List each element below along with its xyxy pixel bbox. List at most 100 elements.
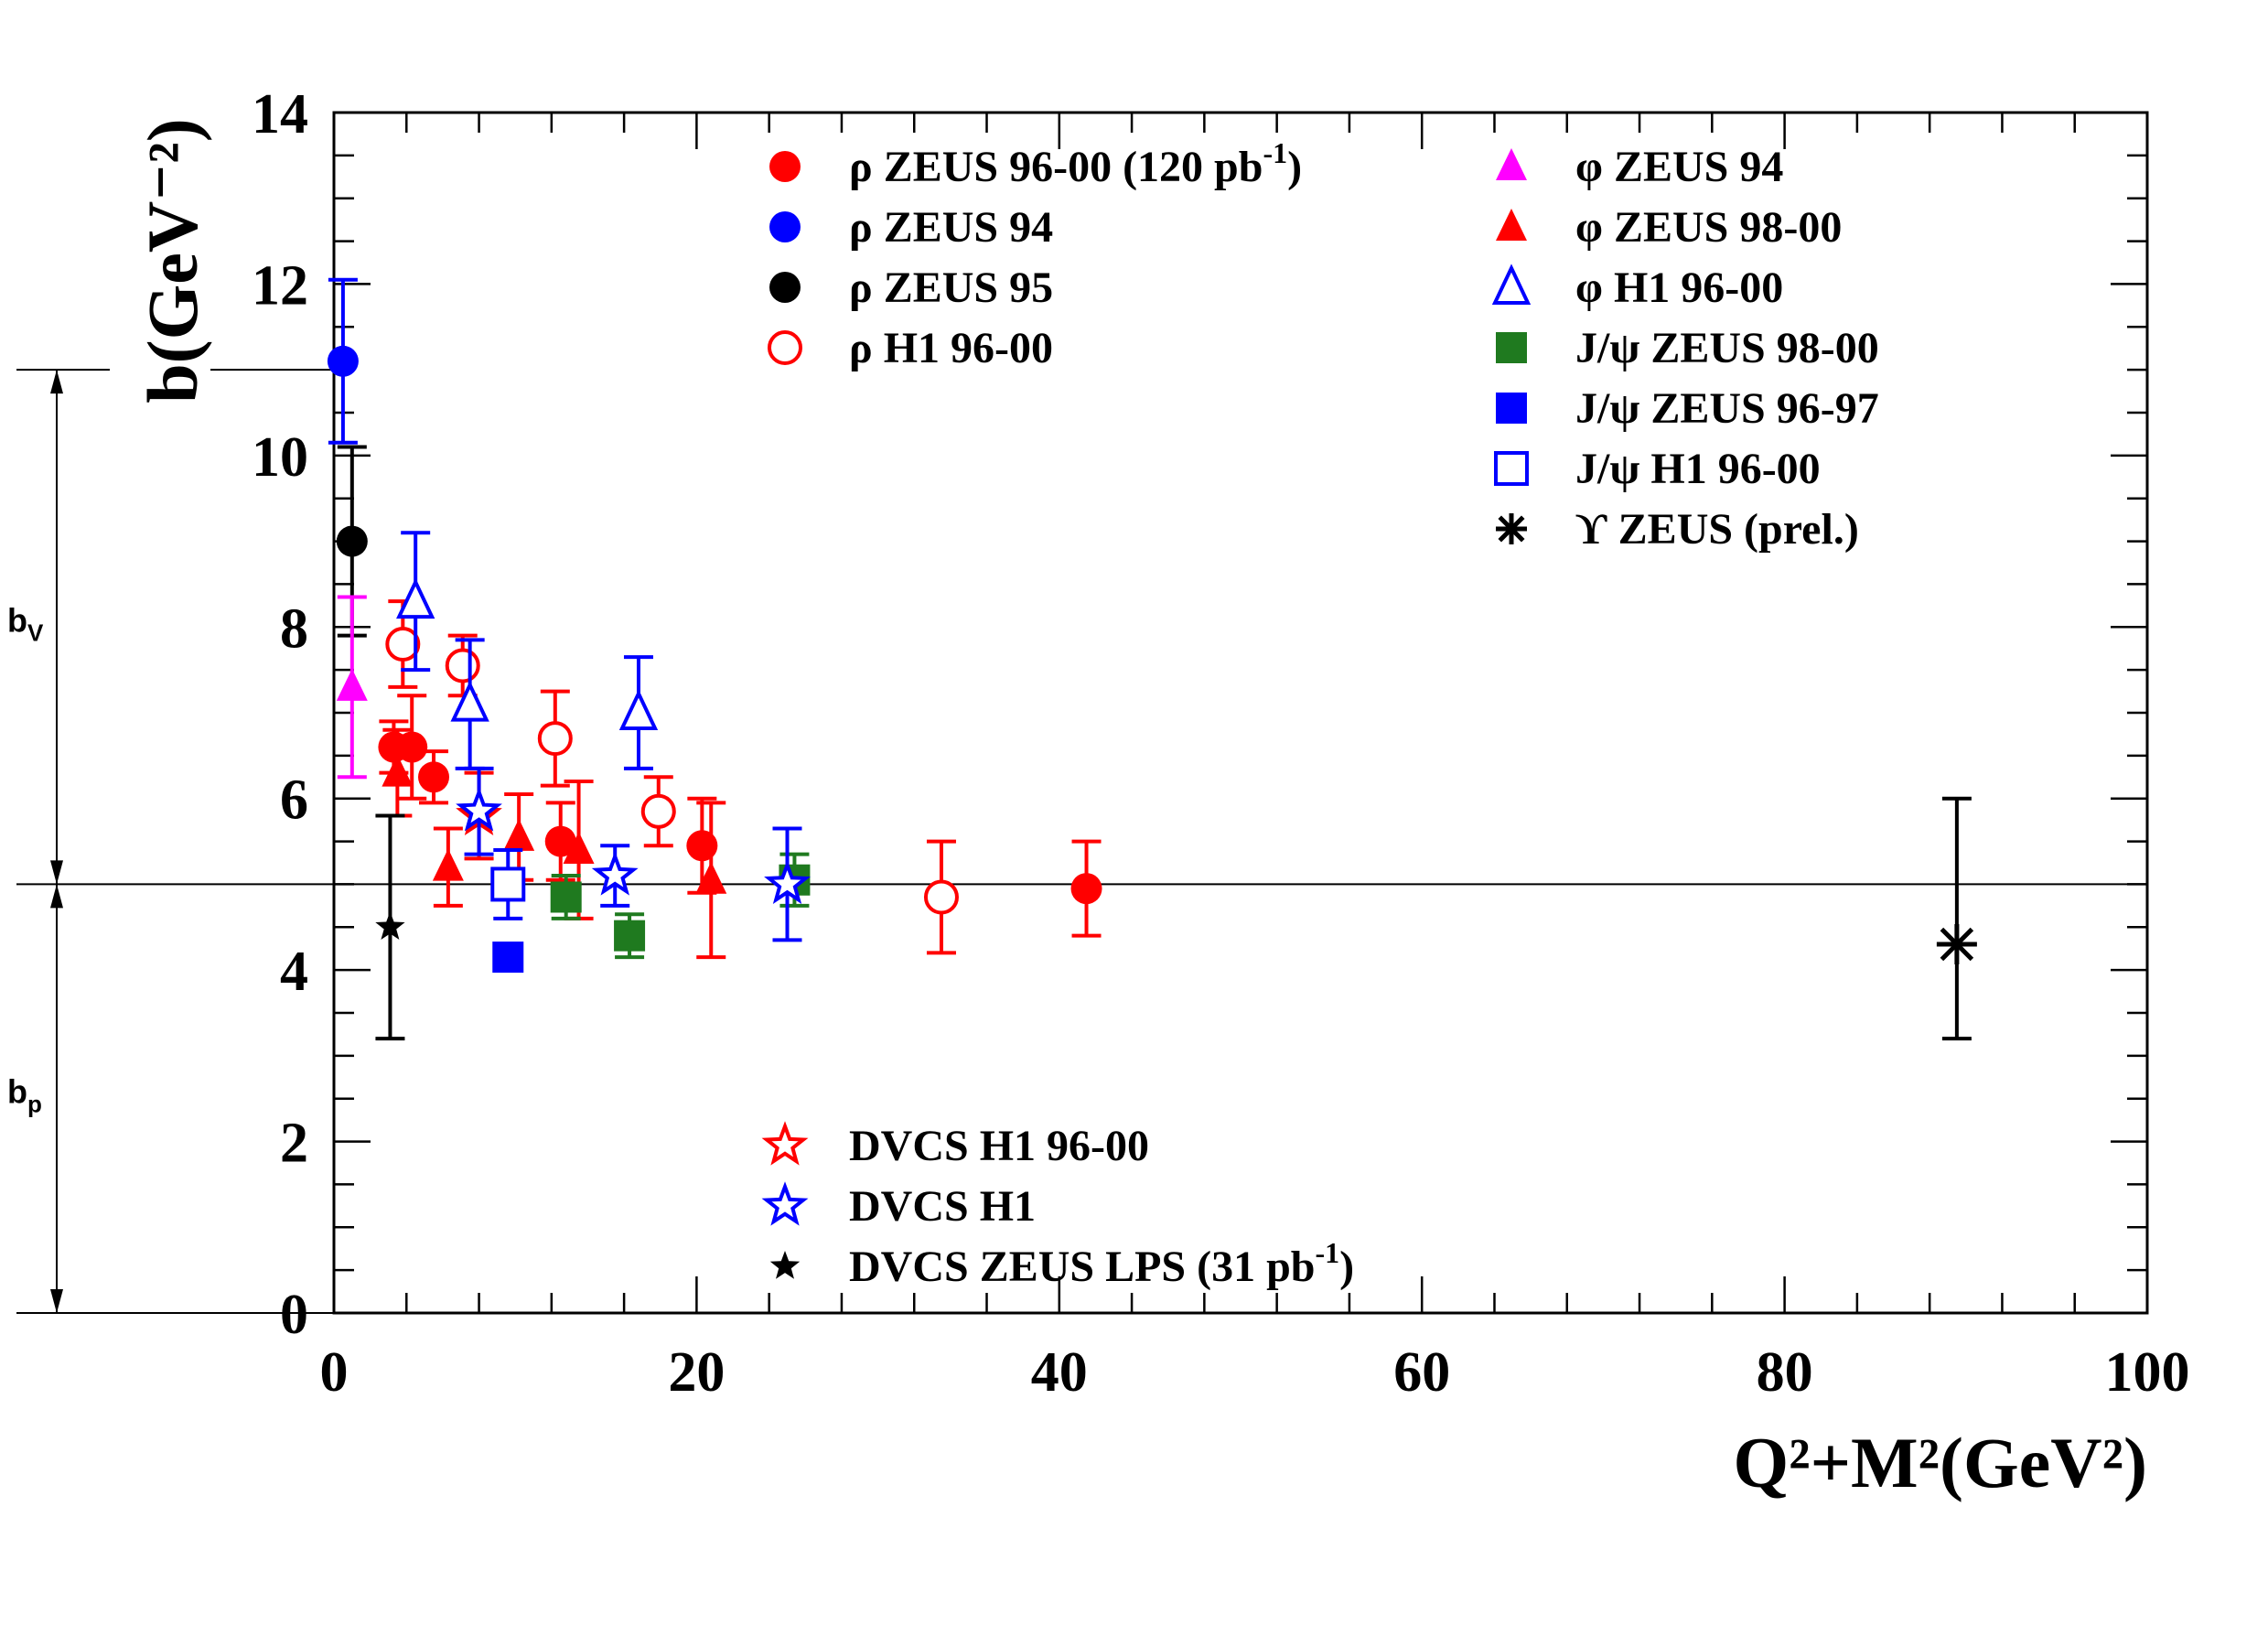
bv-arrow-down: [50, 860, 63, 885]
legend-item-jpsi_zeus_9697-marker: [1496, 393, 1527, 424]
legend-item-phi_zeus_9800: φ ZEUS 98-00: [1496, 203, 1842, 252]
legend-item-dvcs_zeus_lps-label: DVCS ZEUS LPS (31 pb-1): [849, 1236, 1354, 1291]
data-point: [537, 721, 573, 757]
x-tick-label: 80: [1757, 1341, 1813, 1404]
series-rho_h1_9600: [385, 599, 959, 955]
data-point: [327, 345, 359, 377]
data-point: [614, 920, 646, 952]
data-point: [375, 911, 405, 940]
legend-item-dvcs_zeus_lps-text: DVCS ZEUS LPS (31 pb: [849, 1243, 1315, 1291]
series-jpsi_h1_9600: [490, 847, 526, 920]
y-tick-label: 8: [280, 597, 308, 660]
legend-item-dvcs_zeus_lps: DVCS ZEUS LPS (31 pb-1): [769, 1236, 1354, 1291]
legend-item-phi_zeus_9800-label: φ ZEUS 98-00: [1575, 203, 1842, 252]
data-point: [385, 627, 421, 662]
y-tick-label: 6: [280, 769, 308, 832]
data-point: [695, 861, 727, 894]
legend-item-rho_zeus_9600-label: ρ ZEUS 96-00 (120 pb-1): [849, 136, 1302, 191]
legend-item-dvcs_h1-label: DVCS H1: [849, 1182, 1036, 1231]
legend-item-phi_h1_9600-marker: [1491, 264, 1532, 305]
legend-item-jpsi_zeus_9697-label: J/ψ ZEUS 96-97: [1575, 384, 1879, 433]
series-phi_zeus_94: [336, 595, 368, 780]
series-dvcs_zeus_lps: [375, 813, 405, 1041]
legend-item-dvcs_h1: DVCS H1: [761, 1181, 1036, 1231]
legend-item-rho_zeus_95-marker: [769, 272, 801, 303]
data-point: [418, 761, 450, 793]
bp-arrow-up: [50, 884, 63, 909]
legend-item-dvcs_zeus_lps-marker: [769, 1251, 801, 1279]
data-point: [432, 848, 464, 881]
y-tick-label: 4: [280, 941, 308, 1003]
legend-item-upsilon_zeus-marker: [1496, 513, 1527, 544]
legend-item-jpsi_zeus_9800: J/ψ ZEUS 98-00: [1496, 324, 1879, 372]
legend-item-rho_h1_9600-marker: [768, 330, 802, 365]
data-point-d2: [1940, 927, 1974, 962]
data-point: [640, 793, 676, 829]
data-point: [396, 577, 435, 619]
x-tick-label: 60: [1393, 1341, 1450, 1404]
legend-item-upsilon_zeus-marker-d2: [1498, 515, 1525, 543]
data-point: [1070, 873, 1102, 905]
legend-item-jpsi_h1_9600: J/ψ H1 96-00: [1494, 445, 1821, 493]
legend-item-phi_h1_9600-label: φ H1 96-00: [1575, 264, 1783, 312]
data-point: [618, 689, 659, 730]
data-point: [445, 648, 480, 683]
data-point: [591, 851, 639, 896]
legend-item-jpsi_zeus_9800-label: J/ψ ZEUS 98-00: [1575, 324, 1879, 372]
data-point: [492, 942, 524, 974]
data-point: [764, 859, 811, 905]
legend-item-jpsi_h1_9600-marker: [1494, 451, 1529, 486]
data-point: [1936, 924, 1977, 965]
legend-item-rho_zeus_9600: ρ ZEUS 96-00 (120 pb-1): [769, 136, 1302, 191]
data-point: [490, 866, 526, 902]
x-tick-label: 20: [668, 1341, 725, 1404]
legend-item-rho_zeus_9600-text: ρ ZEUS 96-00 (120 pb: [849, 143, 1263, 191]
legend-item-dvcs_zeus_lps-tail: ): [1339, 1243, 1354, 1291]
series-dvcs_h1: [456, 766, 811, 942]
data-point: [336, 525, 368, 557]
legend-item-phi_zeus_94-label: φ ZEUS 94: [1575, 143, 1783, 191]
bv-label: bV: [7, 601, 44, 646]
y-axis-title: b(GeV⁻²): [133, 118, 212, 404]
bp-label: bp: [7, 1073, 42, 1118]
legend-item-phi_zeus_94-marker: [1496, 148, 1527, 180]
legend-item-jpsi_zeus_9800-marker: [1496, 332, 1527, 363]
data-point: [923, 879, 959, 915]
legend-item-jpsi_zeus_9697: J/ψ ZEUS 96-97: [1496, 384, 1879, 433]
legend-item-rho_zeus_9600-sup: -1: [1263, 136, 1287, 169]
series-phi_h1_9600: [396, 531, 659, 770]
legend-item-jpsi_h1_9600-label: J/ψ H1 96-00: [1575, 445, 1821, 493]
data-point: [563, 831, 595, 864]
legend-item-rho_zeus_94-marker: [769, 211, 801, 242]
legend-item-upsilon_zeus-label: ϒ ZEUS (prel.): [1575, 505, 1859, 554]
x-tick-label: 40: [1031, 1341, 1088, 1404]
legend-item-dvcs_h1-marker: [761, 1181, 809, 1226]
legend-item-upsilon_zeus: ϒ ZEUS (prel.): [1496, 505, 1859, 554]
x-tick-label: 100: [2105, 1341, 2190, 1404]
x-axis-title: Q²+M²(GeV²): [1734, 1423, 2147, 1502]
labels-layer: b(GeV⁻²) Q²+M²(GeV²): [133, 118, 2147, 1502]
y-tick-label: 2: [280, 1113, 308, 1175]
legend-item-rho_zeus_9600-marker: [769, 151, 801, 182]
legend-item-rho_zeus_95-label: ρ ZEUS 95: [849, 264, 1053, 312]
legend-item-rho_h1_9600-label: ρ H1 96-00: [849, 324, 1053, 372]
y-tick-label: 14: [252, 83, 308, 145]
bv-label-main: b: [7, 601, 27, 639]
series-jpsi_zeus_9800: [550, 852, 811, 960]
data-point: [450, 680, 489, 722]
legend-item-rho_zeus_95: ρ ZEUS 95: [769, 264, 1053, 312]
data-point: [544, 825, 576, 857]
data-point: [336, 668, 368, 701]
series-rho_zeus_9600_hi: [396, 694, 428, 801]
data-point: [382, 754, 414, 787]
legend-item-dvcs_h1_9600-label: DVCS H1 96-00: [849, 1122, 1149, 1170]
legend-item-rho_zeus_9600-tail: ): [1287, 143, 1302, 191]
legend-item-rho_zeus_94: ρ ZEUS 94: [769, 203, 1053, 252]
legend-item-rho_h1_9600: ρ H1 96-00: [768, 324, 1053, 372]
bv-arrow-up: [50, 370, 63, 394]
bv-label-sub: V: [27, 619, 44, 646]
legend-item-rho_zeus_94-label: ρ ZEUS 94: [849, 203, 1053, 252]
data-point: [396, 731, 428, 763]
